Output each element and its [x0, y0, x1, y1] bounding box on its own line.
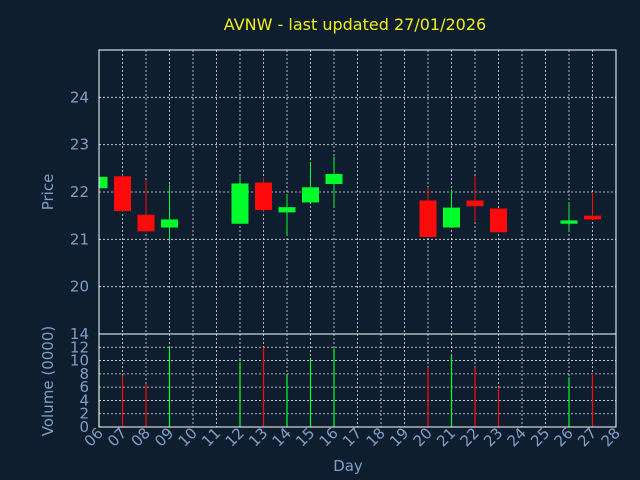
candle-body [466, 200, 484, 207]
x-tick-label: 19 [386, 424, 412, 450]
candle-body [231, 183, 249, 224]
candle-body [114, 176, 131, 211]
x-tick-label: 23 [480, 424, 506, 450]
x-tick-label: 22 [457, 424, 483, 450]
volume-tick-label: 12 [70, 338, 89, 356]
candle-body [302, 187, 319, 203]
x-tick-label: 28 [598, 424, 624, 450]
x-tick-label: 21 [433, 424, 459, 450]
price-candles [99, 156, 601, 242]
price-axis-label: Price [39, 174, 57, 211]
x-tick-label: 13 [245, 424, 271, 450]
x-axis-label: Day [333, 457, 363, 475]
x-tick-label: 26 [551, 424, 577, 450]
x-tick-label: 17 [339, 424, 365, 450]
x-tick-label: 18 [363, 424, 389, 450]
price-tick-label: 22 [70, 183, 89, 201]
candle-body [560, 220, 578, 224]
x-tick-label: 16 [316, 424, 342, 450]
volume-panel-frame [98, 333, 617, 428]
volume-tick-label: 0 [79, 418, 89, 436]
x-tick-label: 07 [104, 424, 130, 450]
candle-body [137, 214, 155, 232]
volume-tick-label: 10 [70, 352, 89, 370]
x-ticks: 0607080910111213141516171819202122232425… [81, 424, 624, 450]
price-y-ticks: 20 21 22 23 24 [70, 88, 89, 295]
volume-tick-label: 2 [79, 405, 89, 423]
volume-tick-label: 14 [70, 325, 89, 343]
x-tick-label: 27 [574, 424, 600, 450]
volume-axis-label: Volume (0000) [39, 326, 57, 436]
candle-body [419, 200, 437, 237]
candle-body [278, 207, 296, 213]
candle-body [490, 208, 507, 233]
x-tick-label: 24 [504, 424, 530, 450]
candle-body [325, 174, 343, 184]
price-tick-label: 24 [70, 88, 89, 106]
volume-tick-label: 6 [79, 378, 89, 396]
volume-grid [98, 333, 617, 428]
x-tick-label: 11 [198, 424, 224, 450]
x-tick-label: 09 [151, 424, 177, 450]
candle-body [161, 219, 178, 228]
x-tick-label: 10 [175, 424, 201, 450]
volume-tick-label: 8 [79, 365, 89, 383]
candle-body [99, 176, 108, 189]
volume-tick-label: 4 [79, 391, 89, 409]
candle-body [584, 215, 601, 220]
price-tick-label: 21 [70, 230, 89, 248]
x-tick-label: 14 [269, 424, 295, 450]
candle-body [443, 207, 460, 228]
x-tick-label: 20 [410, 424, 436, 450]
chart-title: AVNW - last updated 27/01/2026 [224, 15, 486, 34]
x-tick-label: 08 [128, 424, 154, 450]
x-tick-label: 25 [527, 424, 553, 450]
candle-body [255, 182, 272, 210]
volume-bars [98, 347, 594, 427]
price-tick-label: 23 [70, 136, 89, 154]
price-tick-label: 20 [70, 278, 89, 296]
x-tick-label: 15 [292, 424, 318, 450]
price-grid [98, 50, 617, 334]
x-tick-label: 12 [222, 424, 248, 450]
